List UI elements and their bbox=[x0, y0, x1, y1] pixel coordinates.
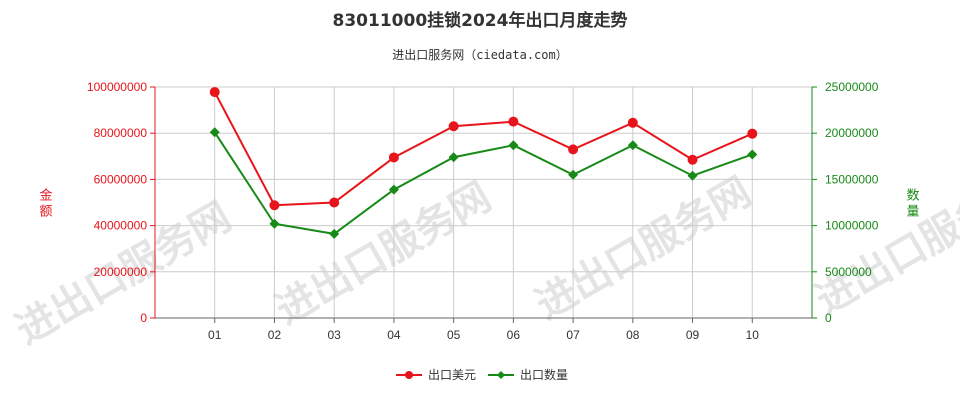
right-tick-label: 5000000 bbox=[825, 265, 872, 279]
left-tick-label: 100000000 bbox=[87, 80, 147, 94]
right-tick-label: 10000000 bbox=[825, 219, 879, 233]
left-tick-label: 40000000 bbox=[94, 219, 148, 233]
x-tick-label: 05 bbox=[447, 328, 461, 342]
axis-title-char: 量 bbox=[906, 205, 919, 220]
series-line bbox=[213, 131, 753, 235]
series-point bbox=[747, 149, 758, 160]
legend-label: 出口数量 bbox=[520, 367, 568, 382]
left-tick-label: 20000000 bbox=[94, 265, 148, 279]
series-point bbox=[508, 140, 519, 151]
chart-title: 83011000挂锁2024年出口月度走势 bbox=[332, 11, 628, 31]
x-tick-label: 06 bbox=[507, 328, 521, 342]
x-tick-label: 01 bbox=[208, 328, 222, 342]
series-layer bbox=[209, 87, 758, 239]
x-tick-label: 03 bbox=[328, 328, 342, 342]
right-tick-label: 20000000 bbox=[825, 126, 879, 140]
left-axis-title: 金额 bbox=[39, 188, 52, 220]
x-tick-label: 08 bbox=[626, 328, 640, 342]
left-tick-label: 80000000 bbox=[94, 126, 148, 140]
right-tick-label: 0 bbox=[825, 311, 832, 325]
series-line bbox=[213, 91, 753, 207]
watermark: 进出口服务网 进出口服务网 进出口服务网 进出口服务网 bbox=[8, 164, 960, 354]
series-point bbox=[568, 169, 579, 180]
series-point bbox=[627, 140, 638, 151]
series-point bbox=[627, 117, 638, 128]
series-point bbox=[568, 144, 579, 155]
right-axis-title: 数量 bbox=[906, 189, 919, 220]
series-point bbox=[209, 127, 220, 138]
series-point bbox=[269, 200, 280, 211]
x-tick-label: 02 bbox=[268, 328, 282, 342]
right-tick-label: 25000000 bbox=[825, 80, 879, 94]
series-point bbox=[508, 116, 519, 127]
axes: 0 20000000 40000000 60000000 80000000 1000000… bbox=[39, 80, 919, 342]
series-point bbox=[209, 87, 220, 98]
series-point bbox=[687, 170, 698, 181]
series-point bbox=[388, 184, 399, 195]
legend-marker bbox=[405, 371, 413, 379]
legend: 出口美元 出口数量 bbox=[396, 367, 568, 382]
left-tick-label: 60000000 bbox=[94, 172, 148, 186]
right-tick-label: 15000000 bbox=[825, 172, 879, 186]
series-point bbox=[388, 152, 399, 163]
watermark-text: 进出口服务网 bbox=[808, 164, 960, 324]
left-tick-label: 0 bbox=[140, 311, 147, 325]
series-point bbox=[329, 228, 340, 239]
x-tick-label: 07 bbox=[566, 328, 580, 342]
x-tick-label: 04 bbox=[387, 328, 401, 342]
series-point bbox=[448, 152, 459, 163]
series-point bbox=[269, 218, 280, 229]
axis-title-char: 数 bbox=[906, 189, 919, 204]
legend-marker bbox=[497, 371, 505, 379]
axis-title-char: 额 bbox=[39, 205, 52, 220]
series-point bbox=[329, 197, 340, 208]
x-tick-label: 10 bbox=[746, 328, 760, 342]
watermark-text: 进出口服务网 bbox=[528, 169, 759, 329]
axis-title-char: 金 bbox=[39, 188, 52, 204]
legend-label: 出口美元 bbox=[428, 368, 476, 382]
series-point bbox=[687, 154, 698, 165]
chart-subtitle: 进出口服务网（ciedata.com） bbox=[392, 48, 568, 62]
series-point bbox=[448, 121, 459, 132]
series-point bbox=[747, 128, 758, 139]
x-tick-label: 09 bbox=[686, 328, 700, 342]
